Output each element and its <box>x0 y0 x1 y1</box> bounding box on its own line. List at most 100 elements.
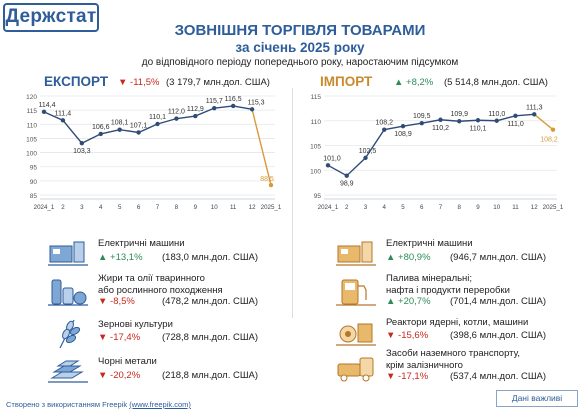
data-label: 116,5 <box>225 96 242 103</box>
footer-link[interactable]: (www.freepik.com) <box>129 400 191 409</box>
x-tick-label: 3 <box>364 204 368 211</box>
fuel-pump-icon <box>336 279 376 306</box>
data-point <box>98 131 103 137</box>
x-tick-label: 2025_1 <box>543 204 564 211</box>
import-item-reactors-boilers: Реактори ядерні, котли, машини ▼ -15,6% … <box>336 314 576 350</box>
x-tick-label: 2024_1 <box>318 204 339 211</box>
x-tick-label: 6 <box>137 204 141 211</box>
data-label: 102,5 <box>359 148 377 155</box>
data-label: 106,6 <box>92 124 110 131</box>
item-value: (218,8 млн.дол. США) <box>162 370 259 381</box>
y-tick-label: 105 <box>26 136 37 143</box>
x-tick-label: 7 <box>156 204 160 211</box>
data-point <box>513 113 518 118</box>
data-point <box>400 123 406 129</box>
data-label: 111,3 <box>526 104 543 111</box>
data-point <box>344 173 349 178</box>
item-value: (183,0 млн.дол. США) <box>162 252 259 263</box>
y-tick-label: 105 <box>310 144 321 151</box>
vehicles-icon <box>337 357 374 382</box>
import-item-fuels: Палива мінеральні; нафта і продукти пере… <box>336 273 576 310</box>
grain-icon <box>59 319 81 349</box>
x-tick-label: 7 <box>439 204 443 211</box>
data-point <box>438 117 443 122</box>
export-label: ЕКСПОРТ <box>44 74 109 89</box>
export-item-electric-machines: Електричні машини ▲ +13,1% (183,0 млн.до… <box>48 236 288 272</box>
item-value: (946,7 млн.дол. США) <box>450 252 547 263</box>
item-change: ▲ +80,9% <box>386 252 431 263</box>
y-tick-label: 95 <box>314 193 322 200</box>
x-tick-label: 4 <box>99 204 103 211</box>
x-tick-label: 2 <box>345 204 349 211</box>
item-change: ▲ +20,7% <box>386 296 431 307</box>
data-point <box>79 141 85 146</box>
export-delta-value: -11,5% <box>130 77 160 88</box>
import-delta-value: +8,2% <box>406 77 434 88</box>
item-value: (398,6 млн.дол. США) <box>450 330 547 341</box>
data-point <box>325 163 331 168</box>
item-name: Чорні метали <box>98 356 157 367</box>
x-tick-label: 5 <box>401 204 405 211</box>
data-label: 108,1 <box>111 120 129 127</box>
data-label: 108,2 <box>540 137 558 144</box>
y-tick-label: 110 <box>27 122 38 129</box>
item-name: Електричні машини <box>386 238 473 249</box>
x-tick-label: 11 <box>512 204 519 211</box>
item-name: Зернові культури <box>98 319 173 330</box>
data-label: 112,0 <box>168 109 185 116</box>
export-total: (3 179,7 млн.дол. США) <box>166 77 270 88</box>
series-line-latest <box>251 109 272 186</box>
data-point <box>532 112 537 117</box>
section-divider <box>292 88 293 318</box>
footer-text: Створено з використанням Freepik <box>6 400 130 409</box>
data-important-button[interactable]: Дані важливі <box>496 390 578 407</box>
electric-machines-icon <box>336 241 376 266</box>
item-name: Палива мінеральні; нафта і продукти пере… <box>386 273 510 296</box>
data-point <box>193 113 198 119</box>
item-name: Засоби наземного транспорту, крім залізн… <box>386 348 521 371</box>
y-tick-label: 120 <box>26 94 37 101</box>
data-label: 108,9 <box>394 131 412 138</box>
x-tick-label: 10 <box>211 204 218 211</box>
item-value: (537,4 млн.дол. США) <box>450 371 547 382</box>
item-change: ▼ -17,4% <box>98 332 141 343</box>
data-label: 101,0 <box>323 155 341 162</box>
arrow-down-icon: ▼ <box>118 77 128 88</box>
x-tick-label: 12 <box>531 204 538 211</box>
data-label: 98,9 <box>340 181 354 188</box>
item-name: Реактори ядерні, котли, машини <box>386 317 529 328</box>
data-point <box>419 121 424 126</box>
y-tick-label: 115 <box>311 94 322 101</box>
x-tick-label: 2 <box>61 204 65 211</box>
series-line <box>43 105 253 145</box>
import-line-chart: 95 100 105 110 115 2024_1 2 3 4 5 6 7 8 9 10 11 12 2025_1… <box>310 94 564 211</box>
data-label: 110,1 <box>470 125 487 132</box>
y-tick-label: 100 <box>310 168 321 175</box>
y-tick-label: 100 <box>26 151 37 158</box>
export-item-grain: Зернові культури ▼ -17,4% (728,8 млн.дол… <box>48 316 288 352</box>
import-delta: ▲ +8,2% <box>394 77 433 88</box>
export-delta: ▼ -11,5% <box>118 77 159 88</box>
data-point <box>475 118 481 123</box>
data-point <box>230 103 236 109</box>
item-change: ▼ -20,2% <box>98 370 141 381</box>
y-tick-label: 115 <box>27 108 38 115</box>
x-tick-label: 8 <box>458 204 462 211</box>
data-label: 110,0 <box>488 111 505 118</box>
y-tick-label: 85 <box>30 193 38 200</box>
data-point <box>249 107 255 112</box>
data-label: 110,2 <box>432 125 449 132</box>
item-change: ▲ +13,1% <box>98 252 143 263</box>
data-point <box>41 109 47 115</box>
item-name: Електричні машини <box>98 238 185 249</box>
data-label: 109,9 <box>450 111 468 118</box>
item-value: (728,8 млн.дол. США) <box>162 332 259 343</box>
import-item-land-vehicles: Засоби наземного транспорту, крім залізн… <box>336 348 576 388</box>
page-subtitle-note: до відповідного періоду попереднього рок… <box>141 57 459 68</box>
data-point <box>136 130 141 135</box>
x-tick-label: 4 <box>383 204 387 211</box>
data-point <box>494 118 499 123</box>
data-point <box>212 105 217 111</box>
